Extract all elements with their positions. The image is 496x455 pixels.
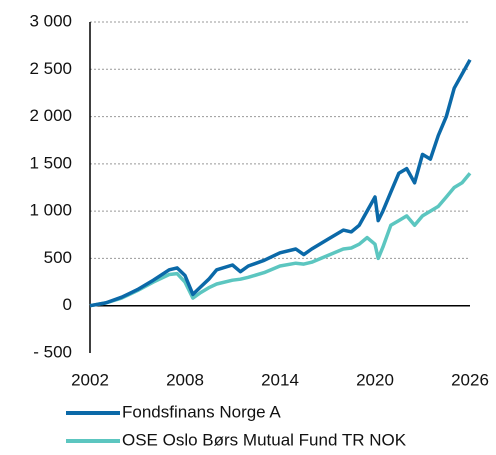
x-tick-label: 2014: [261, 370, 299, 389]
y-tick-label: 2 000: [29, 106, 72, 125]
y-tick-label: 500: [44, 248, 72, 267]
y-tick-label: 2 500: [29, 59, 72, 78]
x-tick-label: 2008: [166, 370, 204, 389]
y-tick-label: 0: [63, 295, 72, 314]
legend-label: Fondsfinans Norge A: [122, 402, 281, 421]
y-tick-label: 1 500: [29, 153, 72, 172]
y-tick-label: - 500: [33, 342, 72, 361]
x-tick-label: 2002: [71, 370, 109, 389]
y-tick-label: 1 000: [29, 201, 72, 220]
x-tick-label: 2026: [451, 370, 489, 389]
x-tick-label: 2020: [356, 370, 394, 389]
series-line: [89, 58, 472, 308]
legend-label: OSE Oslo Børs Mutual Fund TR NOK: [122, 430, 407, 449]
y-tick-label: 3 000: [29, 11, 72, 30]
series-line: [89, 172, 472, 308]
